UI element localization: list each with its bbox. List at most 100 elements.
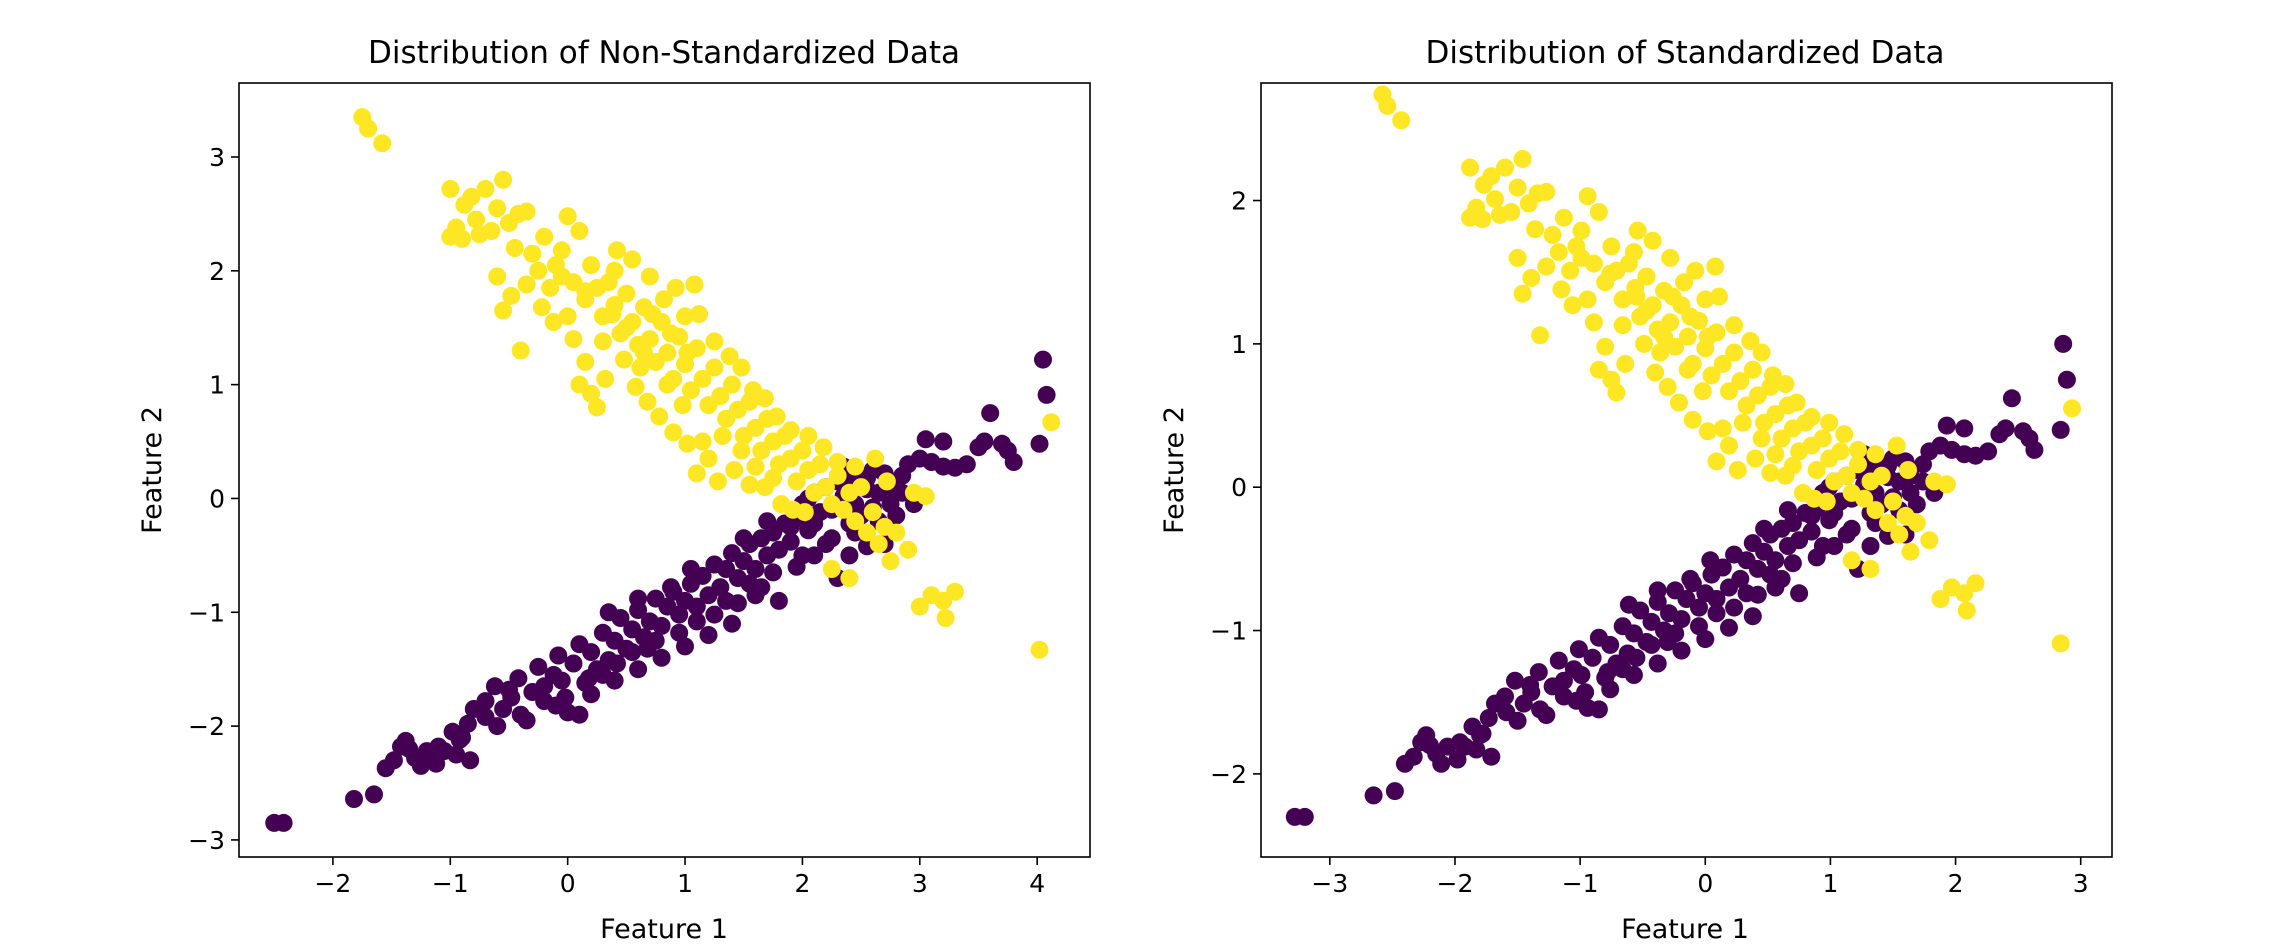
scatter-point-series-0 [1955,419,1974,438]
x-tick-label: −2 [314,869,351,898]
scatter-point-series-1 [523,244,542,263]
y-tick-label: −1 [188,598,225,627]
scatter-point-series-0 [1482,747,1501,766]
scatter-point-series-1 [1378,96,1397,115]
scatter-point-series-0 [535,692,554,711]
scatter-point-series-1 [1661,313,1680,332]
scatter-point-series-1 [1607,383,1626,402]
scatter-point-series-0 [1601,635,1620,654]
scatter-point-series-1 [1861,559,1880,578]
scatter-point-series-1 [658,343,677,362]
x-axis-label: Feature 1 [1621,914,1749,945]
scatter-point-series-1 [1696,290,1715,309]
scatter-point-series-1 [359,119,378,138]
scatter-point-series-1 [1706,257,1725,276]
scatter-point-series-1 [588,398,606,417]
scatter-point-series-1 [869,535,888,553]
scatter-point-series-1 [685,275,704,294]
scatter-point-series-0 [2054,334,2073,353]
scatter-point-series-1 [1496,158,1514,177]
scatter-point-series-1 [1572,248,1591,267]
scatter-point-series-0 [734,529,753,548]
scatter-point-series-0 [822,529,841,548]
scatter-point-series-1 [1549,243,1568,262]
x-tick-label: 2 [794,869,810,898]
scatter-point-series-0 [1743,607,1762,626]
scatter-point-series-1 [1713,354,1732,373]
scatter-point-series-0 [488,717,507,736]
scatter-point-series-1 [631,358,650,377]
scatter-point-series-0 [582,643,601,662]
scatter-point-series-1 [946,582,964,601]
scatter-point-series-1 [910,597,929,616]
scatter-point-series-1 [699,449,718,468]
scatter-point-series-1 [1957,601,1976,620]
scatter-point-series-1 [732,358,751,377]
scatter-point-series-0 [670,605,689,624]
scatter-point-series-1 [1663,287,1682,306]
scatter-point-series-1 [635,343,653,362]
scatter-point-series-1 [678,434,697,453]
scatter-point-series-1 [1602,237,1621,256]
scatter-point-series-1 [1482,167,1501,186]
scatter-point-series-1 [1901,542,1920,561]
scatter-point-series-1 [1741,332,1760,350]
scatter-point-series-0 [608,654,626,673]
scatter-point-series-1 [693,369,712,388]
x-axis-ticks: −3 −2 −1 0 1 2 3 [1311,857,2089,898]
scatter-point-series-1 [1713,419,1732,438]
scatter-point-series-0 [1783,554,1802,573]
scatter-point-series-1 [846,457,865,476]
scatter-point-series-1 [1554,208,1573,227]
scatter-point-series-0 [1479,709,1498,727]
scatter-point-series-1 [1743,360,1762,379]
scatter-point-series-0 [1766,551,1785,570]
scatter-point-series-0 [1569,640,1588,659]
scatter-point-series-0 [1004,453,1023,471]
scatter-point-series-0 [1790,584,1809,603]
scatter-point-series-0 [476,692,495,711]
scatter-point-series-1 [1543,225,1562,244]
scatter-point-series-1 [570,222,589,240]
scatter-point-series-0 [1572,666,1591,684]
scatter-point-series-1 [1879,514,1897,532]
scatter-point-series-1 [1646,363,1665,382]
scatter-point-series-0 [1624,624,1643,643]
scatter-point-series-0 [1385,782,1404,801]
scatter-point-series-1 [623,250,642,269]
scatter-point-series-1 [1589,203,1608,221]
scatter-point-series-0 [1420,736,1439,755]
scatter-point-series-1 [887,523,906,542]
scatter-point-series-1 [755,389,774,408]
scatter-point-series-1 [1601,264,1620,283]
scatter-point-series-0 [699,626,718,644]
scatter-point-series-0 [1707,604,1726,623]
scatter-point-series-1 [1042,413,1061,432]
scatter-point-series-1 [1392,111,1411,130]
scatter-point-series-0 [1672,610,1691,629]
scatter-point-series-1 [666,278,685,297]
scatter-point-series-1 [532,298,551,317]
scatter-point-series-1 [593,332,612,351]
scatter-point-series-0 [1619,595,1638,614]
scatter-point-series-1 [1831,442,1850,461]
y-tick-label: 3 [209,143,225,172]
chart-title: Distribution of Non-Standardized Data [368,35,960,71]
y-tick-label: 0 [1231,473,1247,502]
scatter-point-series-1 [1683,410,1702,429]
x-tick-label: 2 [1948,869,1964,898]
scatter-point-series-0 [411,756,430,775]
y-axis-ticks: −3 −2 −1 0 1 2 3 [188,143,239,855]
x-tick-label: 3 [2073,869,2089,898]
scatter-point-series-1 [1931,590,1950,608]
scatter-point-series-1 [1855,489,1874,508]
scatter-point-series-1 [529,261,548,280]
scatter-point-series-1 [1802,408,1821,426]
scatter-point-series-1 [664,423,683,442]
scatter-point-series-1 [511,341,530,360]
scatter-point-series-1 [1563,296,1582,315]
scatter-point-series-1 [693,432,712,451]
scatter-point-series-1 [626,377,645,396]
scatter-point-series-0 [1690,617,1708,636]
scatter-point-series-0 [1496,687,1514,706]
